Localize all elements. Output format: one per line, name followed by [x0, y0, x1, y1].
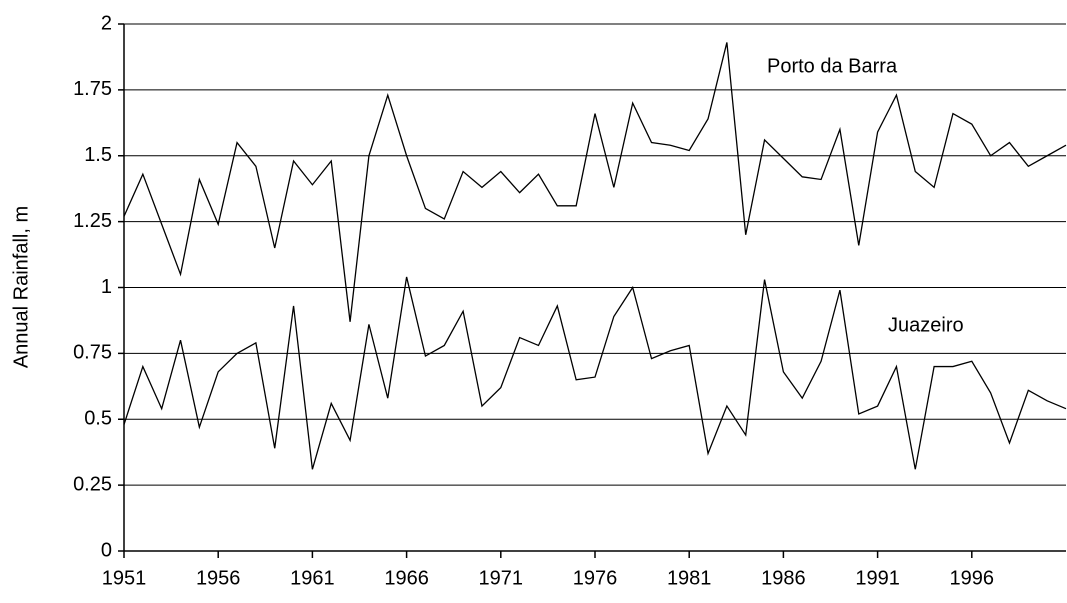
x-tick-label: 1981 — [667, 567, 712, 589]
x-tick-label: 1961 — [290, 567, 335, 589]
x-tick-label: 1956 — [196, 567, 241, 589]
x-tick-label: 1991 — [855, 567, 900, 589]
y-axis-title: Annual Rainfall, m — [10, 206, 32, 368]
x-tick-label: 1996 — [950, 567, 995, 589]
x-tick-label: 1966 — [384, 567, 429, 589]
y-tick-label: 1 — [101, 276, 112, 298]
y-tick-label: 1.5 — [84, 144, 112, 166]
y-tick-label: 0.75 — [73, 342, 112, 364]
series-label: Juazeiro — [888, 314, 964, 336]
y-tick-label: 1.25 — [73, 210, 112, 232]
y-tick-label: 2 — [101, 12, 112, 34]
x-tick-label: 1951 — [102, 567, 147, 589]
series-label: Porto da Barra — [767, 55, 898, 77]
y-tick-label: 1.75 — [73, 78, 112, 100]
y-tick-label: 0.25 — [73, 473, 112, 495]
x-tick-label: 1976 — [573, 567, 618, 589]
series-line — [123, 42, 1067, 322]
x-tick-label: 1986 — [761, 567, 806, 589]
y-tick-label: 0.5 — [84, 408, 112, 430]
y-tick-label: 0 — [101, 539, 112, 561]
x-tick-label: 1971 — [479, 567, 524, 589]
series-line — [123, 276, 1067, 470]
